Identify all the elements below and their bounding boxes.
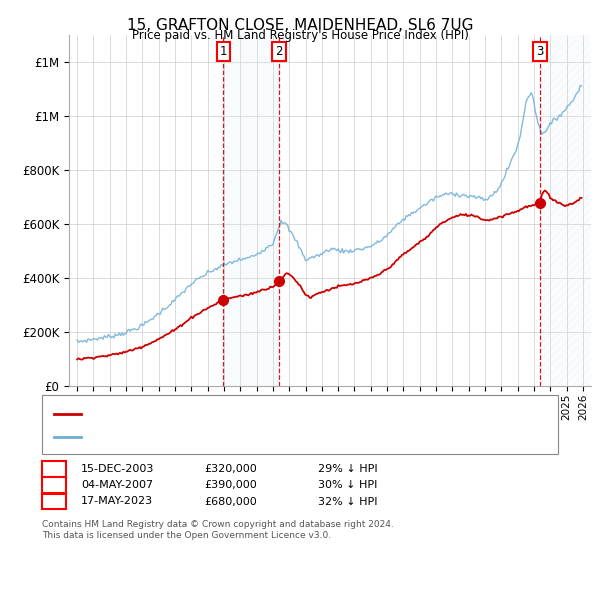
Text: 1: 1 <box>50 463 58 476</box>
Text: 15, GRAFTON CLOSE, MAIDENHEAD, SL6 7UG (detached house): 15, GRAFTON CLOSE, MAIDENHEAD, SL6 7UG (… <box>87 409 418 419</box>
Text: 29% ↓ HPI: 29% ↓ HPI <box>318 464 377 474</box>
Text: 3: 3 <box>536 45 544 58</box>
Text: 2: 2 <box>50 478 58 491</box>
Text: Price paid vs. HM Land Registry's House Price Index (HPI): Price paid vs. HM Land Registry's House … <box>131 30 469 42</box>
Text: 3: 3 <box>50 495 58 508</box>
Text: 15, GRAFTON CLOSE, MAIDENHEAD, SL6 7UG: 15, GRAFTON CLOSE, MAIDENHEAD, SL6 7UG <box>127 18 473 32</box>
Text: £320,000: £320,000 <box>204 464 257 474</box>
Text: 2: 2 <box>275 45 283 58</box>
Text: 32% ↓ HPI: 32% ↓ HPI <box>318 497 377 506</box>
Text: £680,000: £680,000 <box>204 497 257 506</box>
Bar <box>223 35 279 386</box>
Text: HPI: Average price, detached house, Windsor and Maidenhead: HPI: Average price, detached house, Wind… <box>87 432 412 441</box>
Text: 1: 1 <box>220 45 227 58</box>
Text: 04-MAY-2007: 04-MAY-2007 <box>81 480 153 490</box>
Text: 15-DEC-2003: 15-DEC-2003 <box>81 464 154 474</box>
Text: £390,000: £390,000 <box>204 480 257 490</box>
Text: 30% ↓ HPI: 30% ↓ HPI <box>318 480 377 490</box>
Text: 17-MAY-2023: 17-MAY-2023 <box>81 497 153 506</box>
Bar <box>540 35 591 386</box>
Text: Contains HM Land Registry data © Crown copyright and database right 2024.
This d: Contains HM Land Registry data © Crown c… <box>42 520 394 540</box>
